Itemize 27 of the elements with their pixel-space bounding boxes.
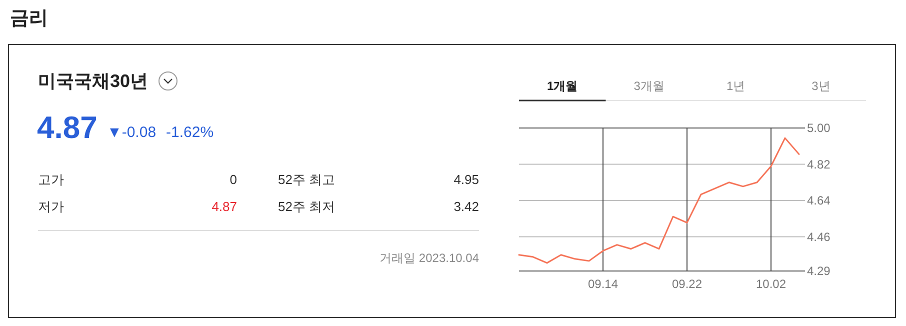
y-tick-label: 4.64: [807, 194, 831, 208]
text: 3개월: [634, 79, 664, 93]
text: ▼-0.08: [107, 124, 156, 141]
text: 0: [230, 172, 237, 187]
x-tick-label: 09.14: [588, 277, 618, 291]
y-tick-label: 5.00: [807, 121, 831, 135]
text: 고가: [38, 172, 64, 187]
text: 52주 최고: [278, 172, 336, 187]
y-tick-label: 4.46: [807, 230, 831, 244]
text: -1.62%: [166, 124, 214, 141]
text: 1개월: [547, 79, 578, 93]
text: 1년: [726, 79, 746, 93]
text: 저가: [38, 199, 64, 214]
text: 4.87: [212, 199, 237, 214]
line-series: [518, 137, 800, 264]
text: 금리: [10, 8, 48, 29]
text: 4.87: [37, 110, 98, 145]
y-tick-label: 4.82: [807, 157, 831, 172]
x-tick-label: 10.02: [756, 277, 786, 291]
text: 3년: [812, 79, 830, 93]
y-tick-label: 4.29: [807, 264, 831, 278]
text: 거래일 2023.10.04: [380, 251, 480, 265]
text: 4.95: [454, 172, 479, 187]
text: 52주 최저: [278, 199, 336, 214]
text: 3.42: [454, 199, 479, 214]
text: 미국국채30년: [38, 71, 148, 91]
x-tick-label: 09.22: [672, 277, 702, 291]
